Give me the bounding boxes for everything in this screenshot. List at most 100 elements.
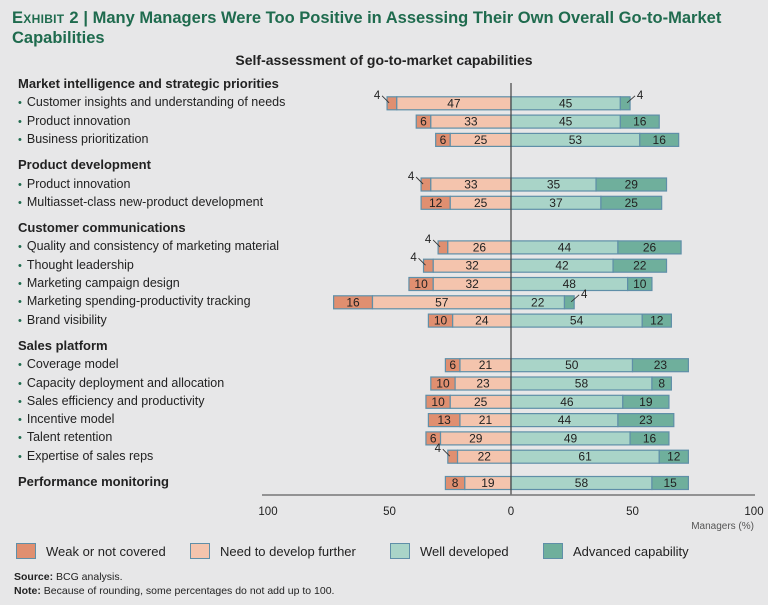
exhibit-title: Exhibit 2 | Many Managers Were Too Posit… bbox=[12, 8, 762, 48]
bar-advanced bbox=[617, 240, 682, 255]
data-label: 45 bbox=[559, 96, 573, 110]
data-label: 21 bbox=[479, 358, 493, 372]
bar-advanced bbox=[641, 313, 672, 328]
data-label: 16 bbox=[643, 431, 657, 445]
data-label: 44 bbox=[558, 240, 572, 254]
data-label: 4 bbox=[581, 289, 588, 301]
data-label: 61 bbox=[578, 450, 592, 464]
data-label: 25 bbox=[625, 196, 639, 210]
data-label: 4 bbox=[435, 443, 442, 455]
data-label: 4 bbox=[408, 171, 415, 183]
group-label: Product development bbox=[18, 157, 151, 173]
data-label: 22 bbox=[633, 259, 647, 273]
row-label: Sales efficiency and productivity bbox=[18, 393, 205, 410]
legend-swatch bbox=[543, 543, 563, 559]
x-tick-label: 50 bbox=[383, 506, 396, 518]
row-label: Customer insights and understanding of n… bbox=[18, 94, 286, 111]
source-label: Source: bbox=[14, 571, 54, 583]
data-label: 44 bbox=[558, 413, 572, 427]
data-label: 6 bbox=[420, 115, 427, 129]
data-label: 24 bbox=[475, 314, 489, 328]
data-label: 47 bbox=[447, 96, 461, 110]
data-label: 12 bbox=[650, 314, 664, 328]
row-label: Marketing campaign design bbox=[18, 275, 180, 292]
data-label: 13 bbox=[437, 413, 451, 427]
data-label: 23 bbox=[476, 377, 490, 391]
bar-advanced bbox=[563, 295, 575, 310]
data-label: 12 bbox=[667, 450, 681, 464]
bar-weak bbox=[437, 240, 449, 255]
legend-swatch bbox=[190, 543, 210, 559]
data-label: 8 bbox=[658, 377, 665, 391]
data-label: 12 bbox=[429, 196, 443, 210]
data-label: 6 bbox=[449, 358, 456, 372]
data-label: 26 bbox=[473, 240, 487, 254]
legend-label: Weak or not covered bbox=[46, 543, 166, 559]
bar-weak bbox=[422, 258, 434, 273]
data-label: 21 bbox=[479, 413, 493, 427]
x-tick-label: 100 bbox=[744, 506, 763, 518]
bar-advanced bbox=[651, 475, 689, 491]
source-text: BCG analysis. bbox=[56, 571, 123, 583]
bar-advanced bbox=[612, 258, 668, 273]
data-label: 6 bbox=[430, 431, 437, 445]
data-label: 6 bbox=[440, 133, 447, 147]
data-label: 33 bbox=[464, 115, 478, 129]
legend-label: Advanced capability bbox=[573, 543, 689, 559]
data-label: 25 bbox=[474, 395, 488, 409]
x-tick-label: 50 bbox=[626, 506, 639, 518]
legend-swatch bbox=[390, 543, 410, 559]
data-label: 10 bbox=[436, 377, 450, 391]
data-label: 10 bbox=[633, 277, 647, 291]
bar-weak bbox=[420, 177, 432, 192]
data-label: 49 bbox=[564, 431, 578, 445]
data-label: 16 bbox=[346, 295, 360, 309]
data-label: 16 bbox=[633, 115, 647, 129]
callout-line bbox=[418, 257, 426, 266]
row-label: Capacity deployment and allocation bbox=[18, 375, 224, 392]
row-label: Multiasset-class new-product development bbox=[18, 194, 263, 211]
bar-advanced bbox=[622, 394, 670, 409]
bar-advanced bbox=[619, 114, 660, 129]
data-label: 33 bbox=[464, 178, 478, 192]
data-label: 23 bbox=[654, 358, 668, 372]
bar-advanced bbox=[651, 376, 672, 391]
data-label: 4 bbox=[637, 90, 644, 102]
data-label: 32 bbox=[465, 277, 479, 291]
group-label: Market intelligence and strategic priori… bbox=[18, 76, 279, 91]
data-label: 32 bbox=[465, 259, 479, 273]
legend-item-well-developed: Well developed bbox=[390, 543, 509, 559]
row-label: Business prioritization bbox=[18, 131, 149, 148]
bar-advanced bbox=[600, 195, 663, 210]
data-label: 29 bbox=[469, 431, 483, 445]
bar-advanced bbox=[639, 132, 680, 147]
data-label: 29 bbox=[625, 178, 639, 192]
note-text: Because of rounding, some percentages do… bbox=[43, 585, 335, 597]
callout-line bbox=[415, 176, 424, 185]
row-label: Incentive model bbox=[18, 411, 115, 428]
bar-advanced bbox=[658, 449, 689, 464]
data-label: 19 bbox=[639, 395, 653, 409]
data-label: 42 bbox=[555, 259, 569, 273]
legend-label: Well developed bbox=[420, 543, 509, 559]
row-label: Quality and consistency of marketing mat… bbox=[18, 238, 279, 255]
callout-line bbox=[442, 448, 451, 457]
data-label: 45 bbox=[559, 115, 573, 129]
source-line: Source: BCG analysis. bbox=[14, 570, 334, 584]
data-label: 22 bbox=[531, 295, 545, 309]
data-label: 26 bbox=[643, 240, 657, 254]
callout-line bbox=[381, 95, 390, 104]
data-label: 23 bbox=[639, 413, 653, 427]
title-text: Many Managers Were Too Positive in Asses… bbox=[12, 9, 722, 47]
data-label: 35 bbox=[547, 178, 561, 192]
row-label: Marketing spending-productivity tracking bbox=[18, 293, 251, 310]
exhibit-number: Exhibit 2 bbox=[12, 9, 79, 27]
data-label: 4 bbox=[374, 90, 381, 102]
data-label: 58 bbox=[575, 377, 589, 391]
data-label: 16 bbox=[653, 133, 667, 147]
group-label: Sales platform bbox=[18, 337, 108, 353]
footer: Source: BCG analysis. Note: Because of r… bbox=[14, 570, 334, 598]
note-line: Note: Because of rounding, some percenta… bbox=[14, 584, 334, 598]
legend-item-advanced: Advanced capability bbox=[543, 543, 689, 559]
